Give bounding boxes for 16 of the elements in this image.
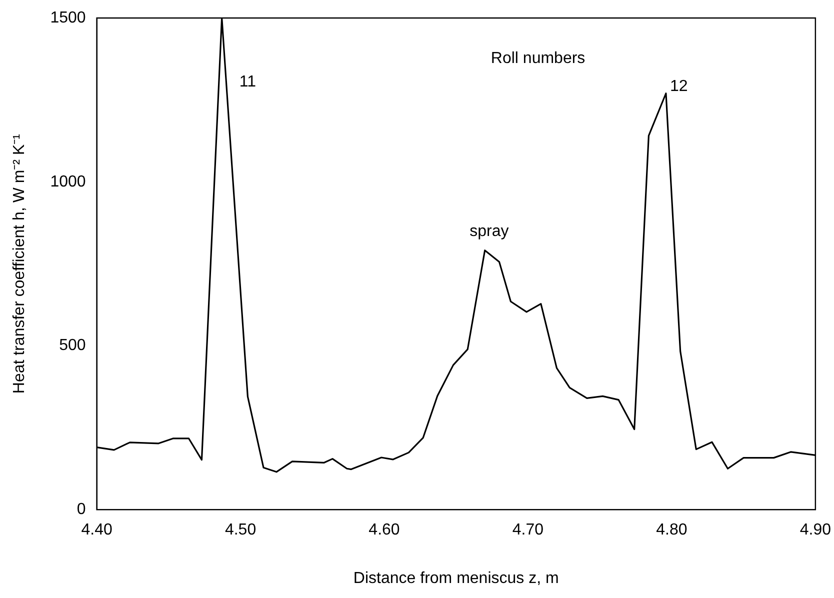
x-tick-label: 4.60 [368,522,400,539]
y-tick-label: 0 [76,501,86,518]
y-tick-label: 1500 [50,9,86,26]
y-tick-label: 500 [59,337,86,354]
annotation: spray [470,222,509,240]
x-tick-label: 4.70 [512,522,544,539]
x-tick-label: 4.40 [81,522,112,539]
annotation: Roll numbers [490,50,586,68]
y-axis-title: Heat transfer coefficient h, W m⁻² K⁻¹ [11,134,28,394]
x-tick-label: 4.50 [224,522,256,539]
annotation: 12 [670,78,688,96]
annotation: 11 [239,73,256,90]
x-tick-label: 4.90 [800,522,832,539]
x-tick-label: 4.80 [656,522,688,539]
x-axis-title: Distance from meniscus z, m [353,570,559,587]
y-tick-label: 1000 [50,173,86,190]
